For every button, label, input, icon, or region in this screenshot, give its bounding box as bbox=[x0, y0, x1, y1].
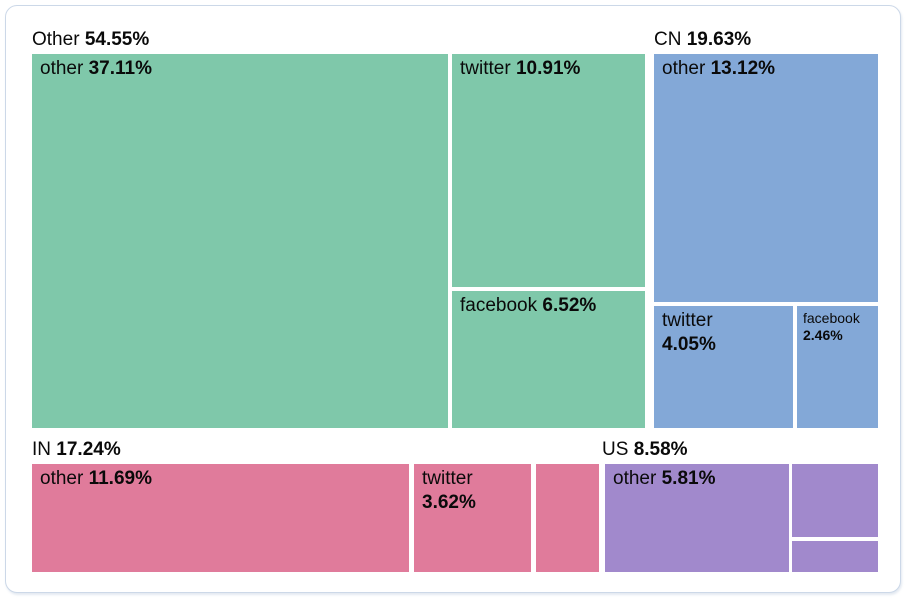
treemap-cell-in-unlabeled-2[interactable] bbox=[536, 464, 599, 572]
group-label-us: US 8.58% bbox=[602, 438, 688, 464]
group-label-in: IN 17.24% bbox=[32, 438, 121, 464]
group-percentage: 8.58% bbox=[633, 439, 688, 460]
group-label-other: Other 54.55% bbox=[32, 28, 149, 54]
treemap-cell-us-other[interactable]: other 5.81% bbox=[605, 464, 789, 572]
cell-label: facebook bbox=[803, 310, 860, 326]
group-name: IN bbox=[32, 439, 51, 460]
cell-label: twitter bbox=[460, 58, 511, 79]
cell-percentage: 6.52% bbox=[542, 295, 597, 316]
cell-label: other bbox=[40, 468, 84, 489]
cell-label: other bbox=[662, 58, 706, 79]
group-percentage: 17.24% bbox=[56, 439, 121, 460]
cell-percentage: 3.62% bbox=[422, 492, 476, 513]
group-label-cn: CN 19.63% bbox=[654, 28, 751, 54]
group-name: Other bbox=[32, 29, 80, 50]
treemap-cell-in-twitter[interactable]: twitter 3.62% bbox=[414, 464, 531, 572]
group-percentage: 54.55% bbox=[84, 29, 150, 50]
cell-label: facebook bbox=[460, 295, 538, 316]
chart-card: Other 54.55% other 37.11% twitter 10.91% fa… bbox=[5, 5, 901, 593]
cell-label: twitter bbox=[422, 468, 473, 489]
treemap-cell-cn-facebook[interactable]: facebook 2.46% bbox=[797, 306, 878, 428]
cell-percentage: 10.91% bbox=[515, 58, 581, 79]
group-percentage: 19.63% bbox=[686, 29, 752, 50]
cell-percentage: 11.69% bbox=[88, 468, 152, 489]
treemap-cell-other-other[interactable]: other 37.11% bbox=[32, 54, 448, 428]
cell-label: other bbox=[613, 468, 657, 489]
cell-percentage: 37.11% bbox=[88, 58, 152, 79]
treemap-cell-us-unlabeled-1[interactable] bbox=[792, 464, 878, 537]
treemap-cell-in-other[interactable]: other 11.69% bbox=[32, 464, 409, 572]
cell-percentage: 13.12% bbox=[710, 58, 776, 79]
cell-percentage: 4.05% bbox=[662, 334, 716, 355]
treemap-cell-us-unlabeled-2[interactable] bbox=[792, 541, 878, 572]
treemap-chart: Other 54.55% other 37.11% twitter 10.91% fa… bbox=[32, 28, 878, 572]
cell-label: twitter bbox=[662, 310, 713, 331]
cell-percentage: 5.81% bbox=[661, 468, 716, 489]
cell-percentage: 2.46% bbox=[803, 327, 843, 343]
treemap-cell-other-twitter[interactable]: twitter 10.91% bbox=[452, 54, 645, 287]
group-name: US bbox=[602, 439, 629, 460]
treemap-cell-cn-twitter[interactable]: twitter 4.05% bbox=[654, 306, 793, 428]
group-name: CN bbox=[654, 29, 682, 50]
cell-label: other bbox=[40, 58, 84, 79]
treemap-cell-other-facebook[interactable]: facebook 6.52% bbox=[452, 291, 645, 428]
treemap-cell-cn-other[interactable]: other 13.12% bbox=[654, 54, 878, 302]
